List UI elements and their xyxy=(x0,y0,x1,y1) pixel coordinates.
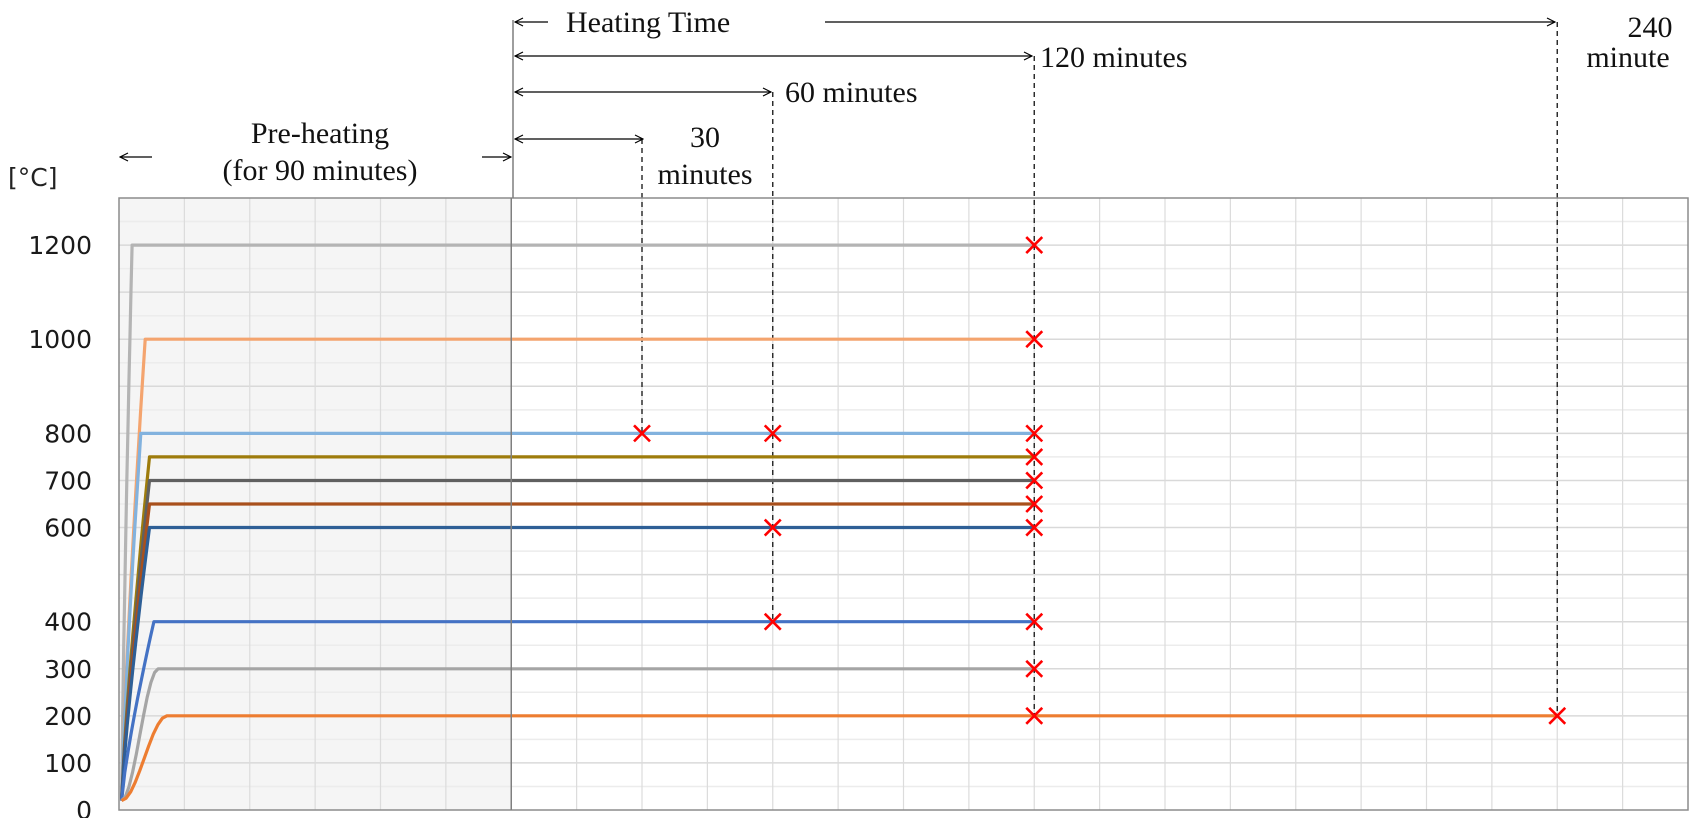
series-300c xyxy=(120,667,1035,802)
y-tick-label: 700 xyxy=(44,466,92,495)
plot-border xyxy=(118,197,1689,811)
y-tick-label: 600 xyxy=(44,514,92,543)
x-marker-icon xyxy=(1025,448,1044,466)
heating-time-label: Heating Time xyxy=(566,6,730,39)
label-120-minutes: 120 minutes xyxy=(1040,41,1188,74)
series-600c xyxy=(120,525,1035,801)
label-240-minute: minute xyxy=(1586,41,1669,74)
y-axis-unit: [°C] xyxy=(8,163,57,192)
label-30-minutes: minutes xyxy=(658,158,753,191)
label-60-minutes: 60 minutes xyxy=(785,76,918,109)
x-marker-icon xyxy=(1025,659,1044,678)
series-800c xyxy=(120,431,1035,801)
duration-dotted-lines xyxy=(641,22,1558,716)
x-marker-icon xyxy=(633,424,651,443)
y-tick-label: 400 xyxy=(44,608,92,637)
x-marker-icon xyxy=(1025,612,1044,631)
x-marker-icon xyxy=(763,518,782,537)
x-marker-icon xyxy=(1025,495,1044,513)
x-marker-icon xyxy=(1025,471,1044,490)
y-tick-label: 200 xyxy=(44,702,92,731)
label-240: 240 xyxy=(1628,11,1673,44)
x-marker-icon xyxy=(1025,518,1044,537)
y-axis-ticks: 0 100 200 300 400 600 700 800 1000 1200 xyxy=(28,231,92,818)
series-lines xyxy=(120,243,1558,803)
y-tick-label: 300 xyxy=(44,655,92,684)
label-30: 30 xyxy=(690,121,720,154)
preheat-label-sub: (for 90 minutes) xyxy=(223,154,418,187)
series-1200c xyxy=(120,243,1035,801)
y-tick-label: 1000 xyxy=(28,325,92,354)
y-tick-label: 100 xyxy=(44,749,92,778)
y-tick-label: 0 xyxy=(76,796,92,818)
y-tick-label: 1200 xyxy=(28,231,92,260)
x-marker-icon xyxy=(1025,706,1044,725)
series-200c xyxy=(120,714,1558,803)
x-marker-icon xyxy=(1025,236,1044,254)
preheat-label: Pre-heating xyxy=(251,117,389,150)
x-marker-icon xyxy=(1025,424,1044,443)
y-tick-label: 800 xyxy=(44,419,92,448)
x-marker-icon xyxy=(763,612,782,631)
end-markers xyxy=(633,236,1567,725)
series-400c xyxy=(120,620,1035,801)
x-marker-icon xyxy=(763,424,782,443)
x-marker-icon xyxy=(1025,330,1044,349)
x-marker-icon xyxy=(1548,706,1567,725)
